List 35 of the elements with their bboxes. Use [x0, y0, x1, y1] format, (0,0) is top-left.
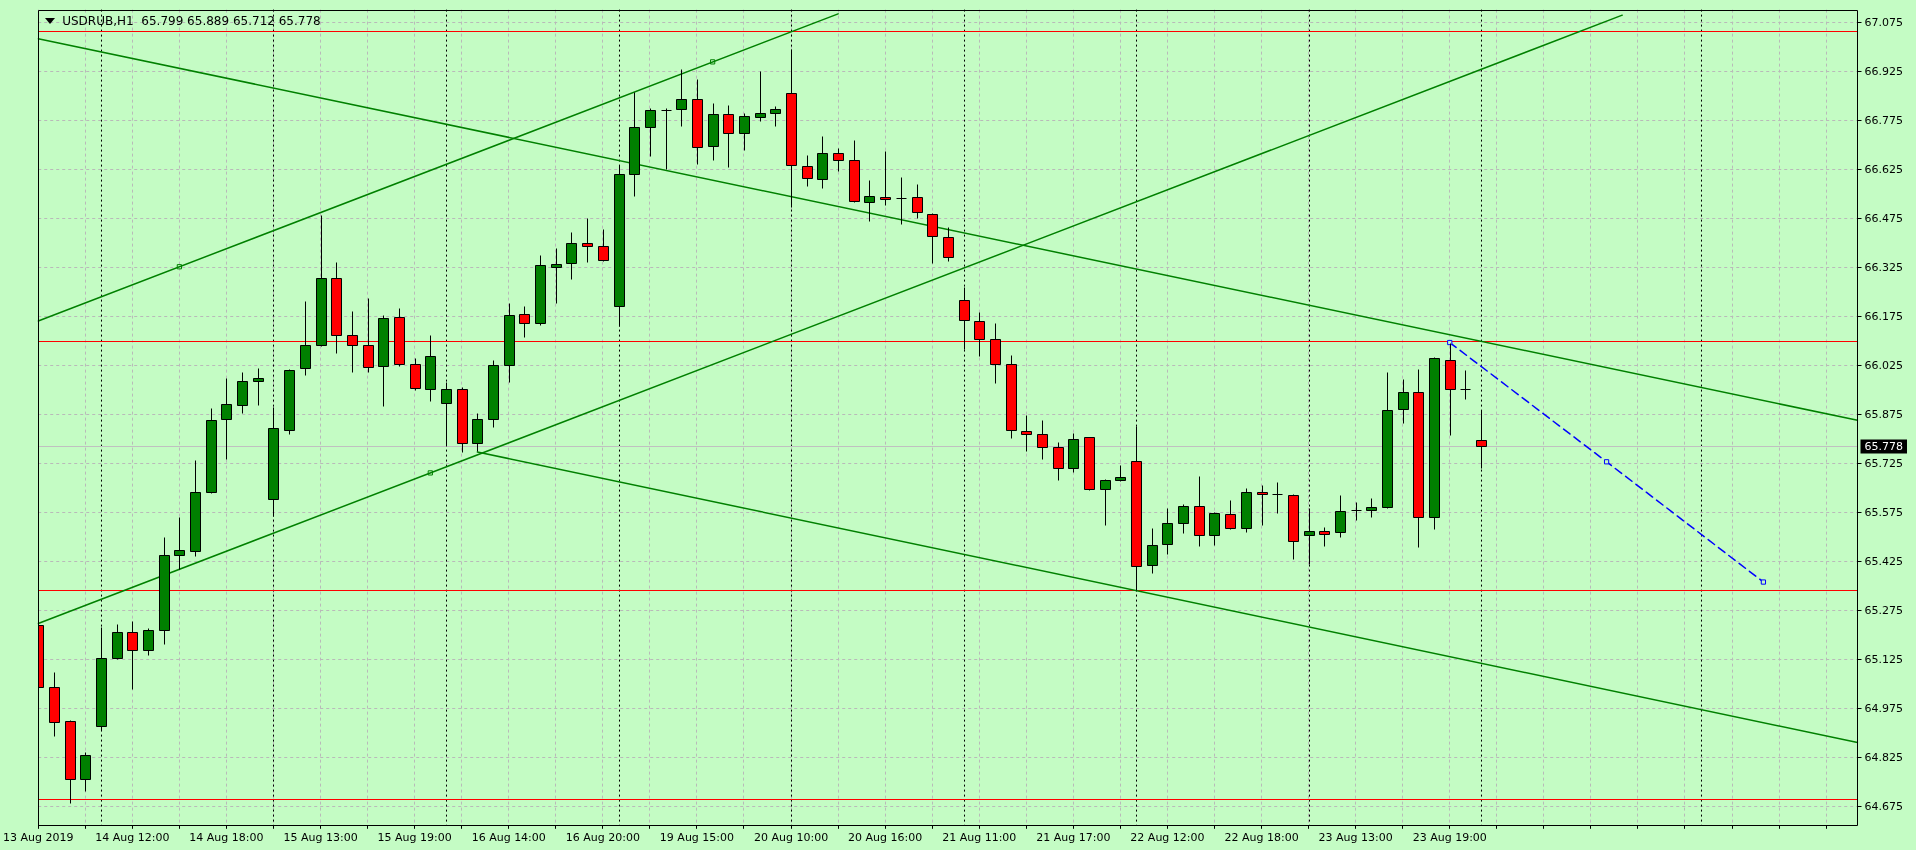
- x-tick-label: 21 Aug 17:00: [1036, 831, 1111, 845]
- y-tick-label: 66.025: [1864, 358, 1904, 372]
- y-tick-label: 65.725: [1864, 456, 1904, 470]
- y-tick-label: 65.425: [1864, 554, 1904, 568]
- x-tick-label: 21 Aug 11:00: [942, 831, 1017, 845]
- chart-title: USDRUB,H1 65.799 65.889 65.712 65.778: [62, 13, 321, 28]
- x-tick-label: 16 Aug 14:00: [471, 831, 546, 845]
- y-tick-label: 66.475: [1864, 211, 1904, 225]
- x-tick-label: 16 Aug 20:00: [565, 831, 640, 845]
- x-tick-label: 15 Aug 19:00: [377, 831, 452, 845]
- y-tick-label: 67.075: [1864, 15, 1904, 29]
- x-tick-label: 20 Aug 16:00: [848, 831, 923, 845]
- y-tick-label: 64.975: [1864, 701, 1904, 715]
- y-tick-label: 66.925: [1864, 64, 1904, 78]
- y-tick-label: 66.175: [1864, 309, 1904, 323]
- x-tick-label: 23 Aug 19:00: [1412, 831, 1487, 845]
- x-tick-label: 14 Aug 18:00: [189, 831, 264, 845]
- x-tick-label: 19 Aug 15:00: [659, 831, 735, 845]
- ref-line-label: 65.778: [1864, 439, 1904, 453]
- x-tick-label: 14 Aug 12:00: [95, 831, 170, 845]
- y-tick-label: 65.275: [1864, 603, 1904, 617]
- x-tick-label: 23 Aug 13:00: [1318, 831, 1393, 845]
- x-tick-label: 20 Aug 10:00: [753, 831, 829, 845]
- y-tick-label: 64.825: [1864, 750, 1904, 764]
- x-tick-label: 22 Aug 18:00: [1224, 831, 1299, 845]
- y-tick-label: 65.125: [1864, 652, 1904, 666]
- x-tick-label: 15 Aug 13:00: [283, 831, 358, 845]
- y-tick-label: 64.675: [1864, 799, 1904, 813]
- y-tick-label: 66.775: [1864, 113, 1904, 127]
- y-tick-label: 66.325: [1864, 260, 1904, 274]
- y-tick-label: 66.625: [1864, 162, 1904, 176]
- y-tick-label: 65.875: [1864, 407, 1904, 421]
- x-tick-label: 22 Aug 12:00: [1130, 831, 1205, 845]
- y-tick-label: 65.575: [1864, 505, 1904, 519]
- x-tick-label: 13 Aug 2019: [3, 831, 74, 845]
